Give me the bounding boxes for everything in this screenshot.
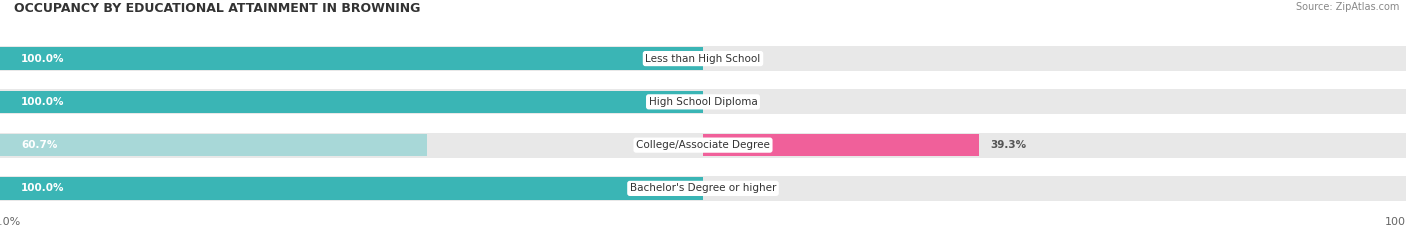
Text: College/Associate Degree: College/Associate Degree: [636, 140, 770, 150]
Bar: [0, 177, 703, 200]
Bar: [0, 133, 1406, 158]
Text: 100.0%: 100.0%: [21, 97, 65, 107]
Text: 39.3%: 39.3%: [990, 140, 1026, 150]
Bar: [0, 134, 427, 156]
Text: Bachelor's Degree or higher: Bachelor's Degree or higher: [630, 183, 776, 193]
Text: Source: ZipAtlas.com: Source: ZipAtlas.com: [1295, 2, 1399, 12]
Text: High School Diploma: High School Diploma: [648, 97, 758, 107]
Text: 0.0%: 0.0%: [713, 183, 742, 193]
Bar: [0, 89, 1406, 114]
Text: OCCUPANCY BY EDUCATIONAL ATTAINMENT IN BROWNING: OCCUPANCY BY EDUCATIONAL ATTAINMENT IN B…: [14, 2, 420, 15]
Bar: [0, 46, 1406, 71]
Text: 100.0%: 100.0%: [21, 54, 65, 64]
Text: Less than High School: Less than High School: [645, 54, 761, 64]
Bar: [703, 134, 979, 156]
Text: 100.0%: 100.0%: [21, 183, 65, 193]
Bar: [0, 47, 703, 70]
Bar: [0, 91, 703, 113]
Text: 60.7%: 60.7%: [21, 140, 58, 150]
Text: 0.0%: 0.0%: [713, 54, 742, 64]
Bar: [0, 176, 1406, 201]
Text: 0.0%: 0.0%: [713, 97, 742, 107]
